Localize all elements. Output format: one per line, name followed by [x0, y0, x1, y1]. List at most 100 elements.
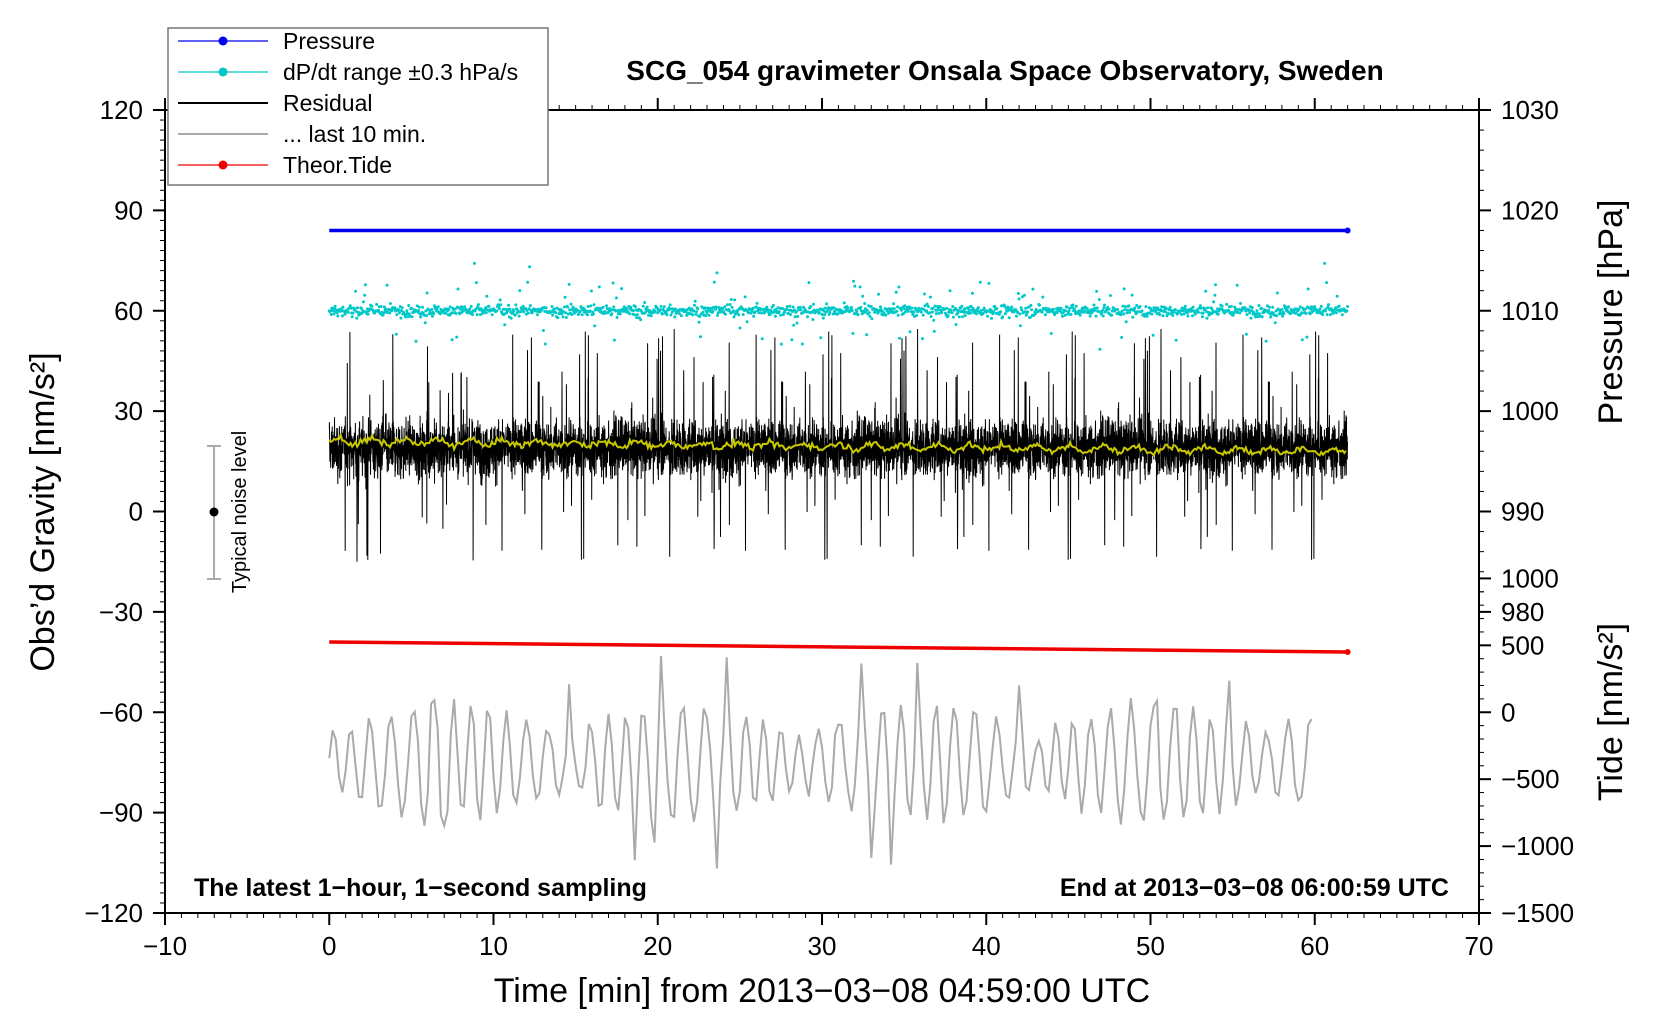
dpdt-point	[1197, 310, 1200, 314]
x-tick-label: 0	[322, 931, 336, 961]
dpdt-point	[953, 306, 957, 310]
dpdt-point	[692, 309, 696, 313]
dpdt-point	[763, 310, 767, 314]
dpdt-point	[896, 305, 900, 309]
dpdt-point	[400, 306, 404, 310]
dpdt-point	[1119, 313, 1123, 317]
dpdt-point	[551, 313, 555, 317]
pressure-tick-label: 980	[1501, 597, 1544, 627]
dpdt-point	[631, 309, 635, 313]
dpdt-point	[394, 309, 398, 313]
dpdt-point	[1183, 304, 1187, 308]
dpdt-point	[553, 307, 557, 311]
dpdt-point	[568, 308, 572, 312]
dpdt-point	[1154, 309, 1158, 313]
y-tick-label: 120	[100, 95, 143, 125]
dpdt-point	[645, 305, 649, 309]
dpdt-point	[1325, 313, 1329, 317]
dpdt-point	[660, 312, 664, 316]
dpdt-point	[1337, 304, 1341, 308]
dpdt-point	[490, 313, 494, 317]
dpdt-point	[662, 305, 666, 309]
dpdt-point	[1122, 287, 1126, 291]
dpdt-point	[1250, 306, 1254, 310]
dpdt-point	[831, 312, 835, 316]
dpdt-point	[932, 318, 936, 322]
dpdt-point	[1319, 304, 1323, 308]
dpdt-point	[723, 312, 727, 316]
dpdt-point	[716, 313, 719, 317]
dpdt-point	[589, 289, 593, 293]
dpdt-point	[679, 314, 683, 318]
dpdt-point	[842, 301, 846, 305]
dpdt-point	[752, 314, 756, 318]
dpdt-point	[987, 281, 991, 285]
dpdt-point	[633, 305, 637, 308]
y-tick-label: 90	[114, 195, 143, 225]
dpdt-point	[463, 305, 467, 309]
residual-line	[328, 328, 1349, 562]
dpdt-point	[1055, 311, 1059, 314]
dpdt-point	[1007, 316, 1011, 320]
dpdt-point	[518, 289, 522, 293]
noise-level-indicator: Typical noise level	[207, 431, 251, 593]
dpdt-point	[1024, 306, 1028, 310]
dpdt-point	[1216, 312, 1220, 316]
dpdt-point	[1335, 294, 1339, 298]
dpdt-point	[377, 308, 380, 312]
dpdt-point	[1026, 310, 1030, 314]
dpdt-point	[421, 305, 424, 309]
dpdt-point	[817, 311, 821, 315]
dpdt-point	[1061, 314, 1064, 318]
dpdt-point	[329, 313, 333, 316]
dpdt-point	[1267, 305, 1271, 309]
dpdt-point	[495, 309, 499, 313]
dpdt-point	[1018, 324, 1022, 328]
dpdt-point	[435, 307, 439, 311]
dpdt-point	[798, 305, 802, 309]
dpdt-point	[1275, 314, 1279, 318]
dpdt-point	[417, 309, 421, 313]
dpdt-point	[1069, 312, 1073, 316]
dpdt-point	[1040, 310, 1044, 314]
dpdt-point	[336, 314, 340, 318]
dpdt-point	[957, 309, 961, 313]
dpdt-point	[738, 326, 742, 330]
tide-tick-label: 0	[1501, 697, 1515, 727]
dpdt-point	[1304, 307, 1308, 311]
dpdt-point	[990, 316, 993, 320]
dpdt-point	[1003, 304, 1007, 308]
tide-tick-label: 1000	[1501, 563, 1559, 593]
x-tick-label: 50	[1136, 931, 1165, 961]
dpdt-point	[355, 316, 359, 320]
dpdt-point	[363, 293, 367, 297]
dpdt-point	[1049, 332, 1053, 335]
dpdt-point	[727, 309, 731, 313]
dpdt-point	[785, 308, 788, 311]
dpdt-point	[1186, 314, 1190, 318]
dpdt-point	[785, 305, 789, 309]
dpdt-point	[1068, 307, 1072, 310]
dpdt-point	[807, 281, 811, 285]
dpdt-point	[1204, 289, 1208, 293]
legend-label: Theor.Tide	[283, 152, 392, 178]
dpdt-point	[340, 314, 344, 318]
dpdt-point	[1234, 307, 1238, 311]
dpdt-point	[1034, 312, 1037, 316]
dpdt-point	[963, 314, 967, 317]
dpdt-point	[949, 308, 953, 312]
dpdt-point	[855, 310, 859, 314]
dpdt-point	[1164, 310, 1168, 314]
dpdt-point	[890, 307, 894, 311]
dpdt-point	[388, 302, 392, 305]
dpdt-point	[557, 307, 560, 311]
dpdt-point	[743, 295, 747, 299]
dpdt-point	[635, 313, 639, 317]
dpdt-point	[1191, 314, 1194, 318]
dpdt-point	[593, 324, 597, 328]
dpdt-point	[940, 311, 944, 315]
dpdt-point	[459, 307, 463, 311]
dpdt-point	[908, 330, 912, 334]
dpdt-point	[704, 314, 708, 318]
dpdt-point	[1232, 311, 1236, 315]
